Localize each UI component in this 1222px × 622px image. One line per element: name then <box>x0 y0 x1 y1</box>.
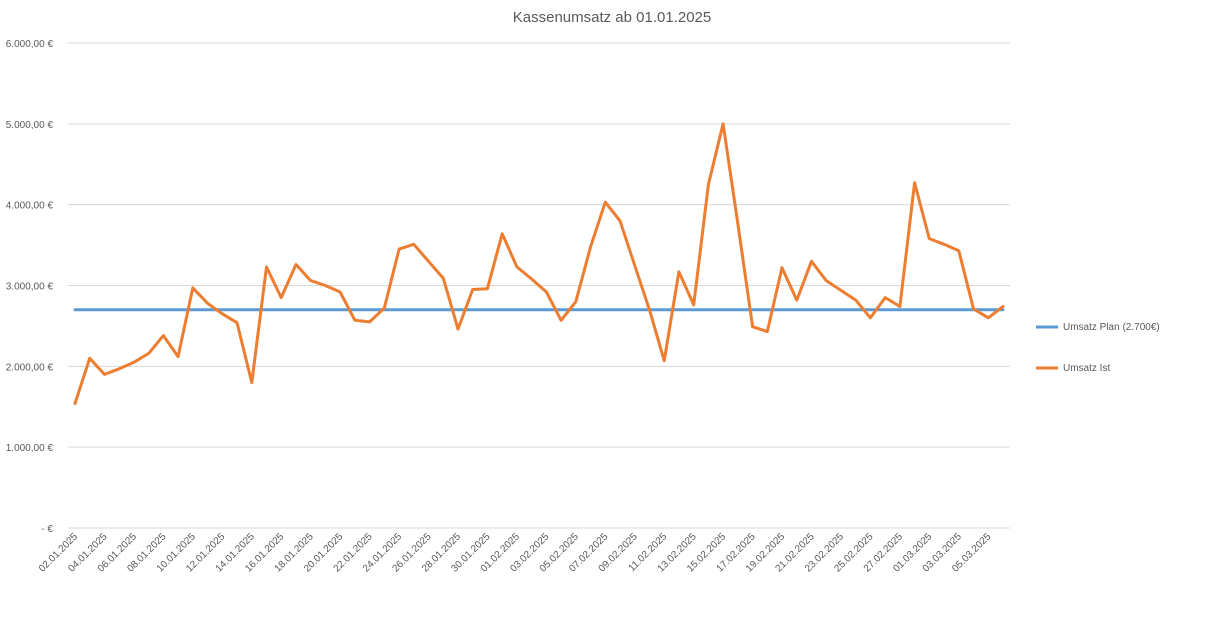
y-tick-label: 5.000,00 € <box>6 120 54 131</box>
legend: Umsatz Plan (2.700€) Umsatz Ist <box>1036 322 1160 374</box>
legend-label-plan: Umsatz Plan (2.700€) <box>1063 322 1160 333</box>
series-lines <box>73 122 1005 405</box>
y-tick-label: 2.000,00 € <box>6 362 54 373</box>
y-tick-label: - € <box>41 524 53 535</box>
y-tick-label: 3.000,00 € <box>6 282 54 293</box>
chart-title: Kassenumsatz ab 01.01.2025 <box>513 9 711 26</box>
y-tick-label: 4.000,00 € <box>6 201 54 212</box>
y-axis-ticks: - € 1.000,00 € 2.000,00 € 3.000,00 € 4.000,0… <box>6 39 54 535</box>
y-tick-label: 1.000,00 € <box>6 443 54 454</box>
x-axis-ticks: 02.01.202504.01.202506.01.202508.01.2025… <box>37 531 994 574</box>
gridlines <box>68 42 1010 529</box>
legend-label-ist: Umsatz Ist <box>1063 363 1110 374</box>
series-line-ist <box>73 122 1005 405</box>
y-tick-label: 6.000,00 € <box>6 39 54 50</box>
